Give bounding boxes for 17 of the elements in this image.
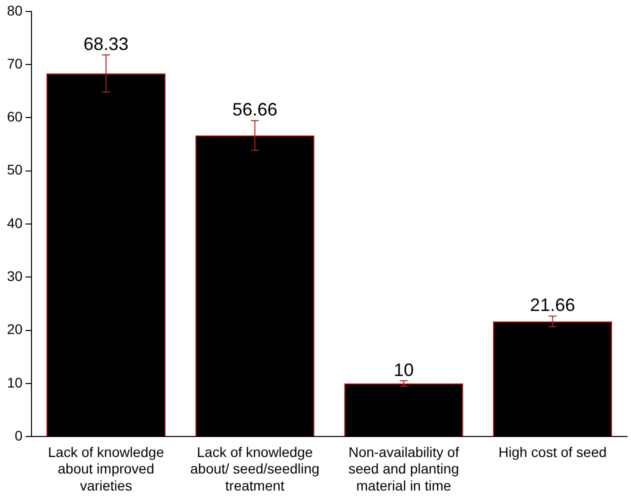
x-tick-label: Non-availability of seed and planting material in time	[348, 444, 460, 494]
y-tick-label: 0	[14, 427, 23, 444]
x-tick-label: Lack of knowledge about improved varieties	[48, 444, 164, 494]
y-tick-label: 50	[6, 162, 23, 178]
y-tick-label: 10	[6, 374, 23, 390]
data-label: 21.66	[530, 295, 576, 316]
y-tick-label: 20	[6, 321, 23, 338]
x-tick-label: Lack of knowledge about/ seed/seedling treatment	[190, 444, 320, 494]
data-label: 68.33	[83, 34, 129, 54]
y-tick-label: 60	[6, 108, 23, 125]
data-label: 56.66	[232, 100, 278, 120]
x-tick-label: High cost of seed	[498, 444, 607, 460]
y-tick-label: 80	[6, 2, 23, 18]
y-tick-label: 70	[6, 55, 23, 72]
y-tick-label: 30	[6, 268, 23, 284]
data-label: 10	[394, 360, 414, 380]
y-tick-label: 40	[6, 214, 23, 231]
